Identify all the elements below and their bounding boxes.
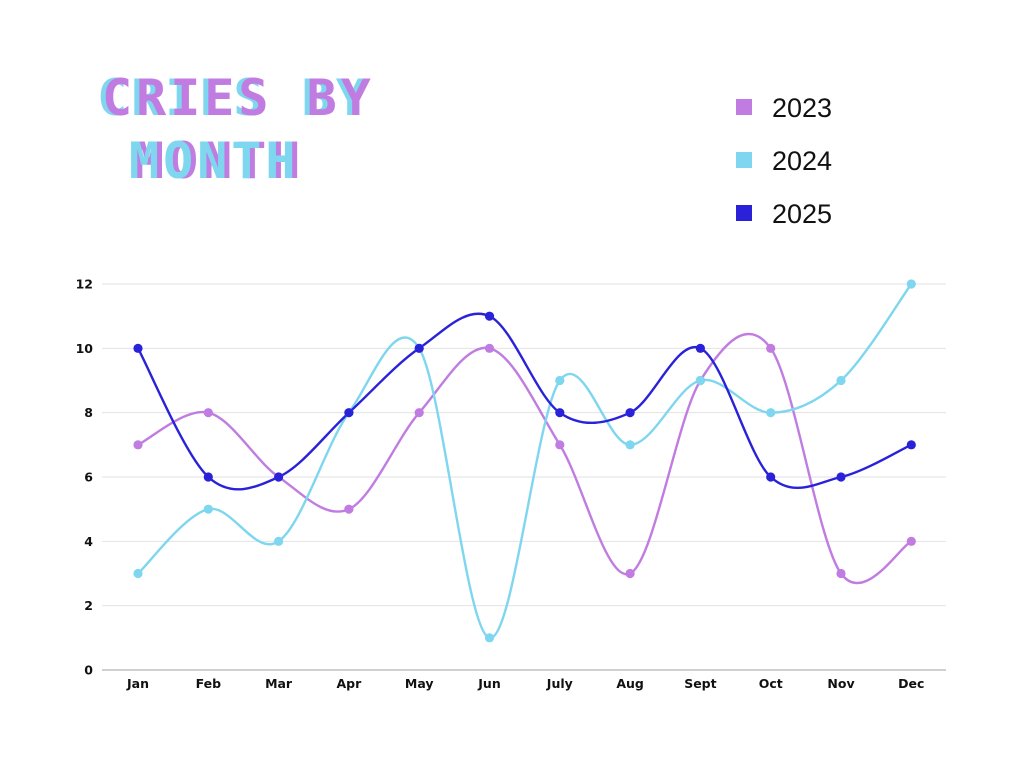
data-point-2025-July [555,408,565,418]
legend-label-2025: 2025 [772,199,832,229]
data-point-2023-July [555,440,565,450]
data-point-2024-Dec [906,279,916,289]
series-line-2024 [137,283,913,639]
chart-title-line-2-shadow: MONTH [134,132,305,190]
legend: 2023 2024 2025 [736,93,832,229]
data-point-2024-Jun [484,633,495,643]
chart-title-line-2: MONTH [129,132,300,190]
x-tick-label: May [405,676,434,691]
y-tick-label: 8 [84,405,93,420]
data-point-2024-Sept [695,375,706,386]
y-tick-label: 12 [76,277,93,292]
y-tick-label: 0 [84,663,93,678]
series-line-2025 [136,312,912,491]
data-point-2025-Feb [203,472,213,482]
data-point-2024-Jan [133,568,143,579]
data-point-2023-Jun [484,343,495,353]
y-tick-label: 6 [84,470,93,485]
x-tick-label: Sept [684,676,716,691]
x-axis-ticks: Jan Feb Mar Apr May Jun July Aug Sept Oct Nov Dec [126,676,924,691]
x-tick-label: July [546,676,573,691]
x-tick-label: Nov [827,676,854,691]
legend-label-2024: 2024 [772,146,832,176]
y-tick-label: 4 [84,534,93,549]
data-point-2025-Dec [906,440,916,450]
data-point-2025-Nov [836,472,846,482]
x-tick-label: Jan [126,676,149,691]
data-point-2024-Aug [625,440,635,450]
data-point-2024-Mar [274,536,284,546]
data-point-2024-Oct [766,408,776,418]
x-tick-label: Aug [616,676,644,691]
data-point-2023-Apr [344,504,354,514]
chart-title-line-1: CRIES BY [102,69,375,127]
legend-swatch-2023 [736,99,752,115]
chart-title-line-1-shadow: CRIES BY [97,69,370,127]
y-axis-ticks: 0 2 4 6 8 10 12 [76,277,94,678]
data-point-2023-Nov [836,568,846,579]
data-point-2023-Oct [766,343,776,353]
data-point-2025-Jun [484,311,495,321]
legend-swatch-2024 [736,152,752,168]
y-tick-label: 2 [84,598,93,613]
data-point-2023-Aug [625,568,635,579]
data-point-2023-Dec [906,536,916,546]
chart-title: CRIES BY CRIES BY MONTH MONTH [97,69,375,190]
x-tick-label: Jun [477,676,500,691]
data-point-2025-Jan [133,343,143,353]
legend-swatch-2025 [736,205,752,221]
data-point-2025-Apr [344,408,354,418]
data-point-2024-Nov [836,375,846,386]
x-tick-label: Apr [337,676,363,691]
data-point-2025-Sept [695,343,706,353]
x-tick-label: Oct [759,676,783,691]
data-point-2023-May [414,408,424,418]
data-point-2024-Feb [203,504,213,514]
data-point-2023-Feb [203,408,213,418]
data-point-2024-July [555,375,565,386]
data-point-2025-May [414,343,424,353]
data-point-2025-Mar [274,472,284,482]
grid [102,283,946,671]
data-point-2023-Jan [133,440,143,450]
y-tick-label: 10 [76,341,94,356]
data-point-2025-Oct [766,472,776,482]
series-points [133,279,916,643]
series-line-2023 [137,333,912,585]
x-tick-label: Mar [265,676,293,691]
legend-label-2023: 2023 [772,93,832,123]
x-tick-label: Dec [898,676,924,691]
series-lines [136,283,913,639]
data-point-2025-Aug [625,408,635,418]
x-tick-label: Feb [196,676,222,691]
